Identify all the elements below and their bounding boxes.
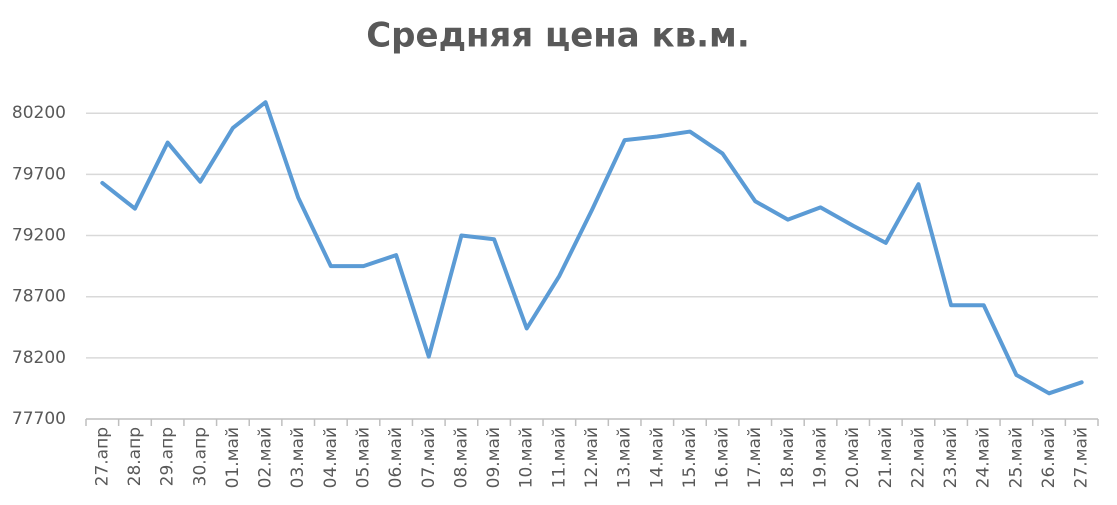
x-tick-label: 15.май [680,427,700,488]
x-tick-label: 14.май [647,427,667,488]
x-tick-label: 20.май [843,427,863,488]
x-tick-label: 17.май [745,427,765,488]
x-tick-label: 28.апр [125,427,145,486]
x-tick-label: 02.май [256,427,276,488]
x-tick-label: 08.май [451,427,471,488]
x-tick-label: 04.май [321,427,341,488]
chart-title: Средняя цена кв.м. [366,16,750,56]
x-tick-label: 01.май [223,427,243,488]
y-tick-label: 79200 [12,226,66,246]
x-tick-label: 24.май [974,427,994,488]
x-tick-label: 23.май [941,427,961,488]
x-tick-label: 21.май [876,427,896,488]
x-tick-label: 25.май [1006,427,1026,488]
x-tick-label: 26.май [1039,427,1059,488]
x-tick-label: 29.апр [158,427,178,486]
x-tick-label: 27.апр [92,427,112,486]
x-tick-label: 27.май [1072,427,1092,488]
y-tick-label: 77700 [12,409,66,429]
x-tick-label: 07.май [419,427,439,488]
x-tick-label: 03.май [288,427,308,488]
x-tick-label: 16.май [713,427,733,488]
data-line [100,100,1084,396]
y-tick-label: 78200 [12,348,66,368]
x-tick-label: 13.май [615,427,635,488]
x-tick-label: 11.май [549,427,569,488]
x-tick-label: 19.май [811,427,831,488]
x-tick-label: 05.май [353,427,373,488]
y-tick-label: 78700 [12,287,66,307]
y-tick-label: 79700 [12,164,66,184]
x-tick-label: 12.май [582,427,602,488]
x-tick-label: 09.май [484,427,504,488]
y-tick-label: 80200 [12,103,66,123]
x-tick-label: 10.май [517,427,537,488]
x-tick-label: 22.май [908,427,928,488]
x-tick-label: 18.май [778,427,798,488]
x-tick-label: 06.май [386,427,406,488]
x-tick-label: 30.апр [190,427,210,486]
